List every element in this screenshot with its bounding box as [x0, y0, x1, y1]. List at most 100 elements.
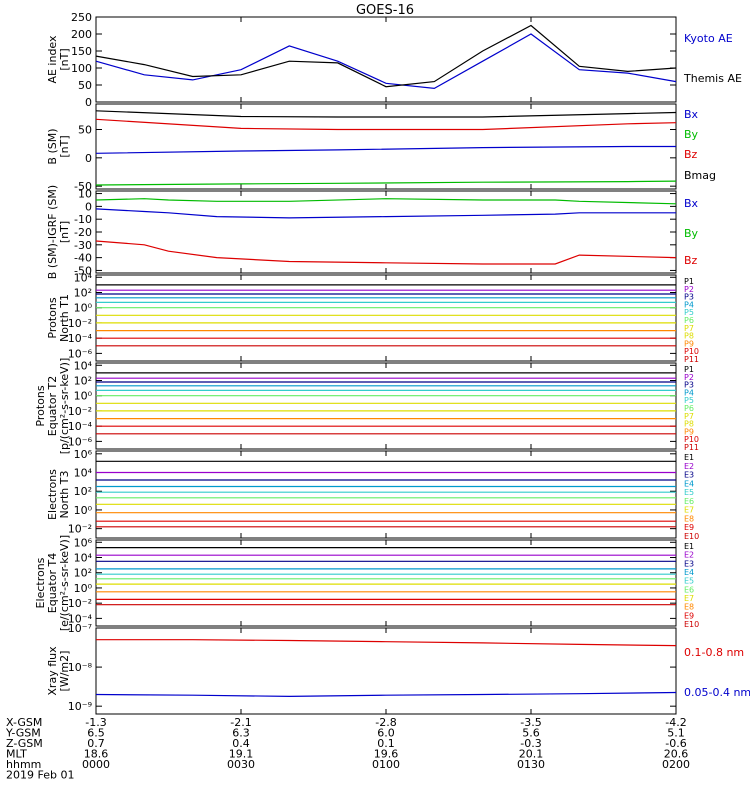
y-tick-label: 10⁶: [74, 536, 93, 549]
series-line-bz: [95, 240, 677, 265]
legend-label: P8: [684, 332, 694, 341]
footer-value: 0130: [517, 758, 545, 771]
panel-frame: [95, 362, 677, 450]
legend-label: E1: [684, 542, 694, 551]
legend-label: P10: [684, 347, 699, 356]
y-tick-label: 10⁰: [74, 302, 93, 315]
panel-frame: [95, 627, 677, 715]
y-tick-label: -50: [74, 180, 92, 193]
y-axis-label: Protons: [34, 385, 47, 426]
legend-label: E6: [684, 497, 694, 506]
footer-value: 6.0: [377, 727, 395, 740]
y-axis-label: Electrons: [46, 469, 59, 520]
legend-label: E2: [684, 551, 694, 560]
y-tick-label: 10⁰: [74, 582, 93, 595]
legend-label: E3: [684, 559, 694, 568]
series-line-bx: [95, 145, 676, 154]
y-tick-label: 50: [78, 79, 92, 92]
series-line-by: [95, 180, 677, 186]
figure-title: GOES-16: [356, 3, 414, 18]
y-tick-label: 10²: [74, 375, 92, 388]
panel-frame: [95, 16, 677, 103]
footer-value: 19.6: [374, 748, 399, 761]
y-tick-label: 0: [85, 152, 92, 165]
legend-label: E10: [684, 532, 699, 541]
panel-xray: 10⁻⁹ 10⁻⁸ 10⁻⁷ Xray flux [W/m2] 0.1-0.8 nm 0.0…: [46, 622, 750, 715]
y-axis-label: Protons: [46, 297, 59, 338]
y-tick-label: 10⁻⁶: [68, 435, 93, 448]
footer-value: 18.6: [84, 748, 109, 761]
series-line-bx: [95, 208, 676, 219]
footer-value: -2.1: [230, 716, 251, 729]
footer-row-label: MLT: [6, 748, 27, 761]
series-line-0-1-0-8-nm: [96, 639, 677, 647]
legend-label: P7: [684, 324, 694, 333]
footer-value: 6.3: [232, 727, 250, 740]
y-axis-label: [e/(cm²-s-sr-keV)]: [58, 535, 71, 631]
legend-label: 0.05-0.4 nm: [684, 686, 750, 699]
y-axis-label: [W/m2]: [58, 651, 71, 692]
y-tick-label: 10²: [74, 485, 92, 498]
footer-value: 0100: [372, 758, 400, 771]
y-tick-label: 10⁻²: [68, 317, 92, 330]
legend-label: P11: [684, 355, 699, 364]
footer-value: 0.7: [87, 737, 105, 750]
y-tick-label: 250: [71, 11, 92, 24]
footer-value: 0.4: [232, 737, 250, 750]
y-tick-label: -30: [74, 239, 92, 252]
y-tick-label: 10⁻⁸: [68, 661, 93, 674]
series-line-bmag: [95, 110, 677, 118]
footer-value: 20.1: [519, 748, 544, 761]
legend-label: P1: [684, 277, 694, 286]
y-tick-label: 10⁰: [74, 390, 93, 403]
legend-label: E9: [684, 611, 694, 620]
legend-label: E3: [684, 471, 694, 480]
footer-value: -3.5: [520, 716, 541, 729]
footer-value: 20.6: [664, 748, 689, 761]
y-axis-label: [nT]: [58, 48, 71, 70]
legend-label: P4: [684, 300, 694, 309]
legend-label: P3: [684, 381, 694, 390]
legend-label: By: [684, 128, 699, 141]
y-axis-label: Electrons: [34, 557, 47, 608]
y-tick-label: 10: [78, 188, 92, 201]
legend-label: P5: [684, 308, 694, 317]
legend-label: E9: [684, 523, 694, 532]
y-axis-label: Equator T4: [46, 553, 59, 613]
panel-frame: [95, 274, 677, 362]
legend-label: By: [684, 227, 699, 240]
y-tick-label: 10⁻²: [68, 523, 92, 536]
panel-frame: [95, 539, 677, 627]
footer-value: 6.5: [87, 727, 105, 740]
y-tick-label: 10⁻⁴: [68, 612, 93, 625]
y-tick-label: 10⁶: [74, 448, 93, 461]
y-axis-label: North T1: [58, 294, 71, 342]
y-axis-label: [p/(cm²-s-sr-keV)]: [58, 358, 71, 455]
legend-label: E7: [684, 594, 694, 603]
y-tick-label: 10⁻⁶: [68, 347, 93, 360]
series-line-themis-ae: [95, 24, 677, 88]
legend-label: P2: [684, 373, 694, 382]
footer-row-label: Y-GSM: [5, 727, 41, 740]
legend-label: E4: [684, 479, 694, 488]
y-axis-label: North T3: [58, 471, 71, 519]
y-axis-label: [nT]: [58, 221, 71, 243]
panel-p_equator: 10⁻⁶ 10⁻⁴ 10⁻² 10⁰ 10² 10⁴ Protons Equator T2 [p…: [34, 358, 699, 455]
footer-value: 0000: [82, 758, 110, 771]
y-tick-label: 10⁻⁴: [68, 332, 93, 345]
y-tick-label: 10⁻²: [68, 597, 92, 610]
legend-label: Bx: [684, 108, 699, 121]
y-axis-label: B (SM)-IGRF (SM): [46, 185, 59, 279]
legend-label: P6: [684, 316, 694, 325]
legend-label: P7: [684, 412, 694, 421]
y-tick-label: 10⁻⁷: [68, 622, 92, 635]
y-tick-label: 10⁴: [74, 467, 93, 480]
panel-e_equator: 10⁻⁴ 10⁻² 10⁰ 10² 10⁴ 10⁶ Electrons Equator T4[…: [34, 535, 699, 631]
footer-value: 0030: [227, 758, 255, 771]
y-tick-label: 200: [71, 28, 92, 41]
footer-value: -1.3: [85, 716, 106, 729]
panel-frame: [95, 450, 677, 539]
legend-label: Kyoto AE: [684, 32, 733, 45]
